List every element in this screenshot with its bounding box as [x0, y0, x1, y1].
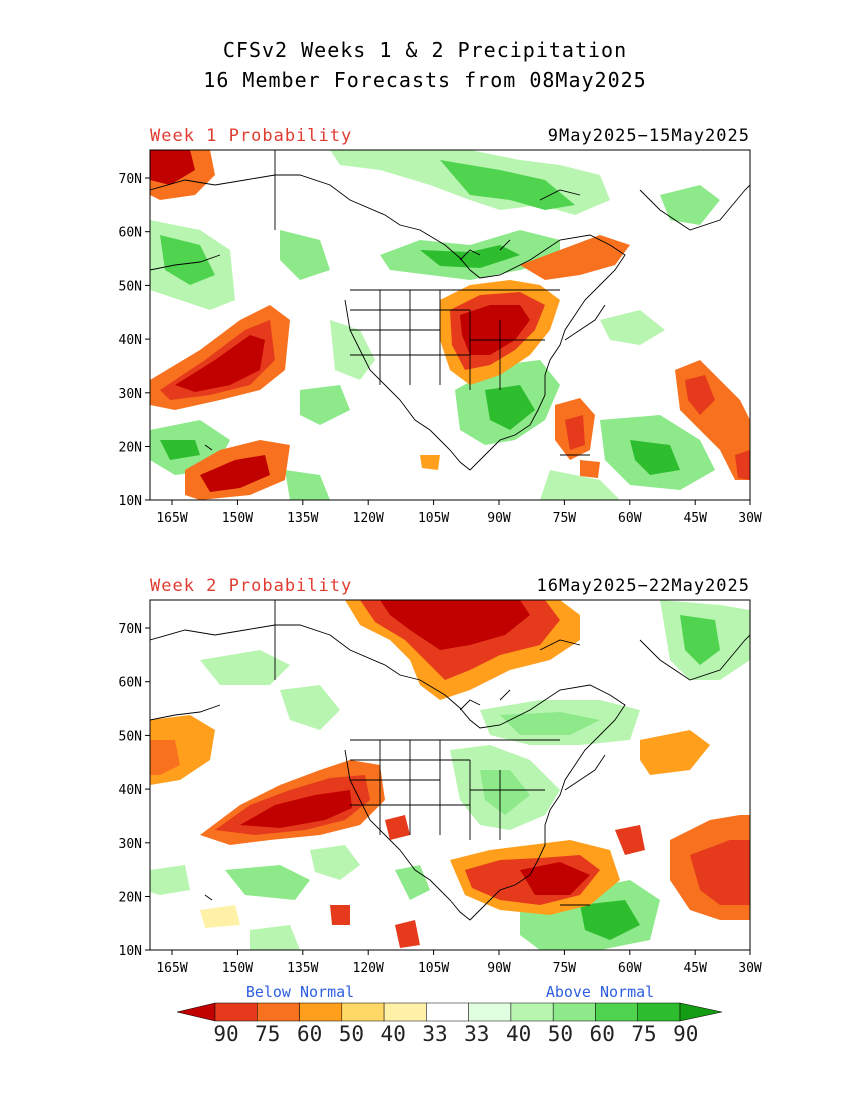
lat-tick-label: 40N	[119, 783, 142, 798]
lon-tick-label: 135W	[287, 961, 318, 976]
lon-tick-label: 75W	[553, 511, 577, 526]
below-normal-area	[150, 600, 750, 948]
lon-tick-label: 105W	[418, 511, 449, 526]
legend-swatch	[257, 1002, 300, 1022]
lon-tick-label: 120W	[353, 961, 384, 976]
week1-panel-title: Week 1 Probability	[150, 126, 353, 146]
legend-swatch	[214, 1002, 258, 1022]
legend-value-label: 50	[548, 1022, 573, 1046]
figure-title-line-1: CFSv2 Weeks 1 & 2 Precipitation	[222, 38, 628, 62]
lon-tick-label: 120W	[353, 511, 384, 526]
legend-swatch	[468, 1002, 512, 1022]
legend-arrow-right	[679, 1002, 723, 1022]
figure-title-line-2: 16 Member Forecasts from 08May2025	[203, 68, 647, 92]
legend-swatch	[510, 1002, 554, 1022]
lat-tick-label: 40N	[119, 333, 142, 348]
legend-swatch	[595, 1002, 638, 1022]
legend-value-label: 33	[422, 1022, 447, 1046]
week1-panel-dates: 9May2025−15May2025	[547, 126, 750, 146]
lon-tick-label: 30W	[738, 511, 762, 526]
lat-tick-label: 10N	[119, 944, 142, 959]
lat-tick-label: 60N	[119, 676, 142, 691]
legend-value-label: 90	[213, 1022, 238, 1046]
below-normal-label: Below Normal	[246, 983, 354, 1001]
lon-tick-label: 165W	[156, 961, 187, 976]
above-normal-area	[150, 600, 750, 950]
lon-tick-label: 150W	[222, 961, 253, 976]
lat-tick-label: 10N	[119, 494, 142, 509]
legend-swatch	[299, 1002, 343, 1022]
legend-value-label: 60	[590, 1022, 615, 1046]
lon-tick-label: 90W	[487, 511, 511, 526]
lon-tick-label: 135W	[287, 511, 318, 526]
legend-swatch	[637, 1002, 681, 1022]
legend-swatch	[341, 1002, 385, 1022]
legend-value-label: 40	[506, 1022, 531, 1046]
above-normal-area	[150, 150, 720, 500]
coastline-and-borders	[150, 600, 750, 921]
week2-panel-title: Week 2 Probability	[150, 576, 353, 596]
lat-tick-label: 30N	[119, 837, 142, 852]
longitude-axis: 165W 150W 135W 120W 105W 90W 75W 60W 45W 30W	[156, 500, 762, 526]
week1-probability-map: 165W 150W 135W 120W 105W 90W 75W 60W 45W 30W 70N 6…	[119, 149, 762, 526]
legend-value-label: 33	[464, 1022, 489, 1046]
week2-panel-dates: 16May2025−22May2025	[536, 576, 750, 596]
lat-tick-label: 50N	[119, 279, 142, 294]
longitude-axis: 165W 150W 135W 120W 105W 90W 75W 60W 45W 30W	[156, 950, 762, 976]
lon-tick-label: 105W	[418, 961, 449, 976]
legend-value-label: 75	[255, 1022, 280, 1046]
lon-tick-label: 60W	[618, 511, 642, 526]
lat-tick-label: 20N	[119, 891, 142, 906]
latitude-axis: 70N 60N 50N 40N 30N 20N 10N	[119, 622, 150, 959]
latitude-axis: 70N 60N 50N 40N 30N 20N 10N	[119, 172, 150, 509]
legend-colorbar	[176, 1002, 723, 1022]
legend-value-label: 40	[381, 1022, 406, 1046]
legend-arrow-left	[176, 1002, 216, 1022]
legend-value-label: 75	[631, 1022, 656, 1046]
lon-tick-label: 60W	[618, 961, 642, 976]
coastline-and-borders	[150, 150, 750, 471]
lat-tick-label: 70N	[119, 172, 142, 187]
lon-tick-label: 165W	[156, 511, 187, 526]
lat-tick-label: 50N	[119, 729, 142, 744]
lat-tick-label: 20N	[119, 441, 142, 456]
lon-tick-label: 45W	[683, 511, 707, 526]
lon-tick-label: 90W	[487, 961, 511, 976]
lat-tick-label: 60N	[119, 226, 142, 241]
legend-swatch	[383, 1002, 427, 1022]
lon-tick-label: 150W	[222, 511, 253, 526]
lat-tick-label: 30N	[119, 387, 142, 402]
week2-probability-map: 165W 150W 135W 120W 105W 90W 75W 60W 45W 30W 70N 6…	[119, 599, 762, 976]
legend-values: 90 75 60 50 40 33 33 40 50 60 75 90	[213, 1022, 698, 1046]
lat-tick-label: 70N	[119, 622, 142, 637]
legend-value-label: 60	[297, 1022, 322, 1046]
above-normal-label: Above Normal	[546, 983, 654, 1001]
probability-legend: Below Normal Above Normal 90 75 60 50 40 33 33…	[176, 983, 723, 1046]
legend-value-label: 50	[339, 1022, 364, 1046]
legend-value-label: 90	[673, 1022, 698, 1046]
lon-tick-label: 45W	[683, 961, 707, 976]
legend-swatch	[552, 1002, 596, 1022]
legend-swatch	[426, 1002, 469, 1022]
lon-tick-label: 30W	[738, 961, 762, 976]
lon-tick-label: 75W	[553, 961, 577, 976]
